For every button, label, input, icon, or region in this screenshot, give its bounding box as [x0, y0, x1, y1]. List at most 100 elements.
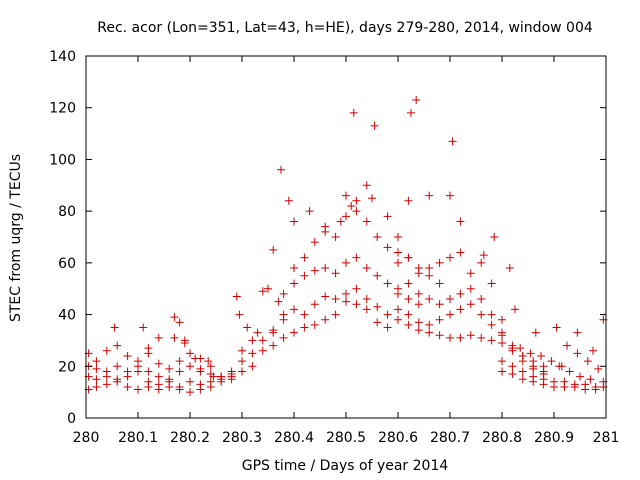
data-point: [448, 137, 457, 146]
data-point: [300, 253, 309, 262]
data-point: [456, 333, 465, 342]
data-point: [394, 233, 402, 241]
data-point: [206, 362, 215, 371]
plot-frame: [85, 55, 607, 419]
data-point: [573, 349, 582, 358]
data-point: [206, 382, 215, 391]
y-tick-label: 100: [49, 152, 76, 168]
data-point: [573, 328, 582, 337]
data-point: [404, 320, 413, 329]
y-tick-label: 140: [49, 49, 76, 65]
data-point: [123, 372, 132, 381]
data-point: [383, 212, 392, 221]
data-point: [511, 305, 519, 314]
data-point: [508, 370, 517, 379]
data-point: [277, 165, 285, 174]
chart-title: Rec. acor (Lon=351, Lat=43, h=HE), days …: [97, 20, 593, 36]
data-point: [362, 217, 371, 226]
data-point: [537, 351, 545, 360]
data-point: [227, 370, 236, 379]
data-point: [531, 328, 540, 337]
x-tick-label: 280.5: [326, 430, 366, 446]
data-point: [154, 359, 163, 368]
data-point: [144, 367, 153, 376]
data-point: [238, 346, 246, 355]
y-tick-label: 20: [58, 359, 76, 375]
data-point: [498, 357, 506, 366]
data-point: [373, 318, 382, 327]
data-point: [102, 372, 111, 381]
data-point: [490, 233, 499, 241]
data-point: [487, 320, 496, 329]
data-point: [435, 331, 444, 340]
data-point: [368, 194, 376, 203]
data-point: [414, 269, 423, 278]
data-point: [290, 328, 298, 337]
data-point: [154, 385, 163, 394]
data-point: [425, 328, 434, 337]
data-point: [290, 264, 298, 273]
data-point: [370, 121, 379, 130]
data-point: [487, 310, 496, 319]
data-point: [113, 341, 122, 350]
data-point: [414, 326, 423, 335]
data-point: [134, 385, 142, 394]
data-point: [342, 212, 350, 221]
data-point: [154, 333, 163, 342]
data-point: [563, 341, 571, 350]
data-point: [269, 326, 278, 335]
data-point: [435, 315, 444, 324]
data-point: [331, 233, 340, 241]
data-point: [186, 388, 194, 397]
data-point: [498, 339, 506, 348]
data-point: [477, 310, 486, 319]
data-point: [300, 323, 309, 332]
data-point: [412, 95, 421, 104]
data-point: [349, 108, 358, 117]
data-point: [102, 380, 111, 389]
data-point: [321, 315, 330, 324]
data-point: [305, 207, 314, 216]
data-point: [529, 362, 538, 371]
data-point: [479, 251, 488, 260]
data-point: [123, 382, 132, 391]
data-point: [362, 295, 371, 304]
data-point: [435, 258, 444, 267]
y-tick-label: 80: [58, 204, 76, 220]
data-point: [404, 295, 413, 304]
data-point: [456, 248, 465, 257]
data-point: [498, 328, 506, 337]
data-point: [404, 279, 413, 288]
data-point: [570, 382, 579, 391]
data-point: [586, 375, 595, 384]
data-point: [92, 375, 101, 384]
data-point: [243, 323, 252, 332]
axis-tick-labels: 280 280.1 280.2 280.3 280.4 280.5 280.6 280.7 28…: [49, 49, 619, 446]
data-point: [407, 108, 415, 117]
data-point: [383, 310, 392, 319]
data-point: [477, 333, 486, 342]
data-point: [498, 367, 506, 376]
data-point: [435, 300, 444, 309]
data-point: [362, 305, 371, 314]
data-point: [539, 380, 548, 389]
data-point: [352, 300, 361, 309]
data-point: [383, 279, 392, 288]
data-point: [331, 295, 340, 304]
data-point: [589, 346, 597, 355]
data-point: [518, 375, 527, 384]
data-point: [425, 191, 434, 200]
data-point: [518, 351, 527, 360]
data-point: [594, 364, 603, 373]
data-point: [342, 191, 350, 200]
data-point: [144, 382, 153, 391]
data-point: [113, 375, 122, 384]
data-point: [191, 354, 200, 363]
data-point: [175, 357, 184, 366]
data-point: [352, 253, 361, 262]
data-point: [204, 357, 213, 366]
data-point: [362, 181, 371, 190]
data-point: [466, 269, 475, 278]
data-point: [248, 336, 257, 345]
